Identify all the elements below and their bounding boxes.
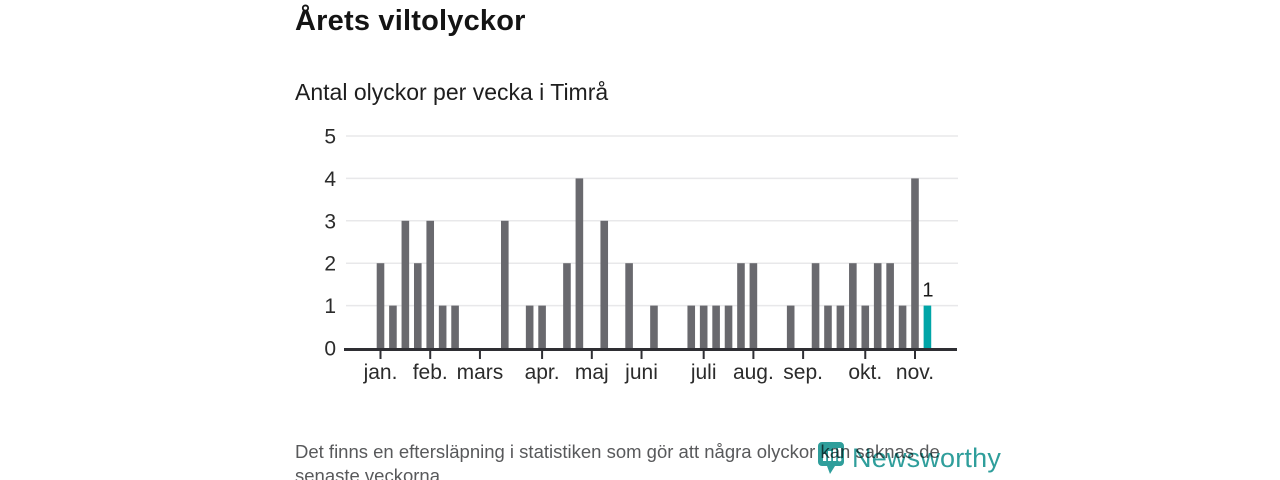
y-axis-label-0: 0 [324,338,336,361]
footnote-line-2: senaste veckorna. [295,465,446,480]
footnote-line-1: Det finns en eftersläpning i statistiken… [295,441,940,462]
bar-week-28 [724,305,733,348]
bar-week-5 [438,305,447,348]
month-label-maj: maj [575,361,609,384]
bar-week-33 [786,305,795,348]
highlight-value-label: 1 [922,280,933,302]
bar-week-20 [625,263,633,348]
month-label-feb.: feb. [413,361,448,384]
bar-week-2 [401,220,410,348]
bar-chart-canvas: 0 1 2 3 4 5 jan. feb. mars apr. maj juni juli aug. sep… [324,126,958,384]
bar-week-0 [376,263,385,348]
chart-subtitle: Antal olyckor per vecka i Timrå [295,79,609,105]
bar-week-1 [389,305,397,348]
bar-week-38 [849,263,857,348]
y-axis-label-5: 5 [324,126,336,149]
newsworthy-logo: Newsworthy [817,441,1001,475]
bar-week-16 [575,178,584,348]
bar-week-40 [873,263,882,348]
logo-text: Newsworthy [852,442,1002,473]
month-label-mars: mars [457,361,504,384]
bar-week-13 [538,305,546,348]
bar-week-6 [451,305,459,348]
month-label-juni: juni [624,361,658,384]
bar-week-4 [426,220,435,348]
month-label-sep.: sep. [783,361,823,384]
newsworthy-pin-icon [818,442,844,474]
y-axis-label-3: 3 [324,210,336,233]
bar-week-22 [650,305,658,348]
bar-week-3 [413,263,422,348]
bar-week-26 [699,305,708,348]
bar-week-25 [687,305,696,348]
month-label-apr.: apr. [525,361,560,384]
bar-week-15 [563,263,571,348]
bar-week-36 [824,305,832,348]
y-axis-label-1: 1 [324,295,336,318]
bar-week-35 [811,263,820,348]
bar-week-44-highlight [923,305,932,348]
bar-week-10 [501,220,509,348]
bar-week-12 [525,305,534,348]
y-axis-label-4: 4 [324,168,336,191]
bar-week-43 [911,178,919,348]
y-axis-label-2: 2 [324,253,336,276]
month-label-aug.: aug. [733,361,774,384]
month-label-juli: juli [690,361,717,384]
month-label-okt.: okt. [848,361,882,384]
bar-chart: 0 1 2 3 4 5 jan. feb. mars apr. maj juni juli aug. sep… [300,125,980,390]
bar-week-42 [898,305,907,348]
month-label-nov.: nov. [896,361,934,384]
footnote: Det finns en eftersläpning i statistiken… [295,440,940,480]
bar-week-18 [600,220,609,348]
bar-week-41 [886,263,894,348]
page-title: Årets viltolyckor [295,5,526,37]
bar-week-27 [712,305,720,348]
month-label-jan.: jan. [363,361,398,384]
bar-week-37 [836,305,845,348]
bar-week-29 [737,263,745,348]
bar-week-39 [861,305,870,348]
bar-week-30 [749,263,758,348]
